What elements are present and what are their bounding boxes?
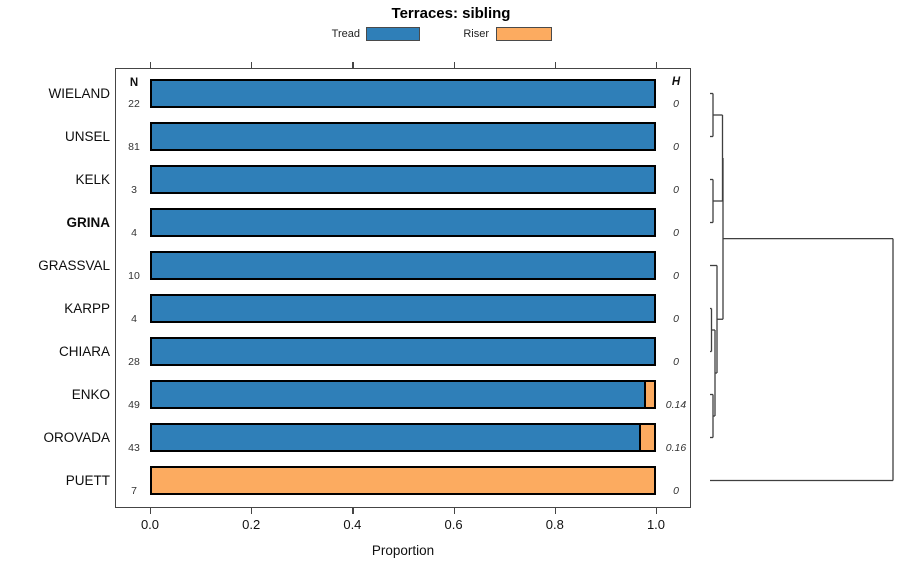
riser-segment	[643, 382, 654, 407]
bar-wieland	[150, 79, 656, 108]
x-tick-label: 1.0	[646, 517, 666, 532]
bar-grina	[150, 208, 656, 237]
n-value: 22	[128, 97, 140, 110]
h-value: 0	[673, 226, 679, 239]
tread-segment	[152, 167, 654, 192]
x-tick-bottom	[352, 508, 354, 514]
tread-segment	[152, 253, 654, 278]
h-column-header: H	[671, 76, 681, 88]
bar-orovada	[150, 423, 656, 452]
bar-karpp	[150, 294, 656, 323]
legend-label-riser: Riser	[463, 28, 489, 40]
n-value: 4	[131, 226, 137, 239]
row-label: ENKO	[71, 386, 110, 402]
h-value: 0	[673, 355, 679, 368]
x-tick-label: 0.0	[140, 517, 160, 532]
riser-segment	[638, 425, 654, 450]
legend-swatch-tread-icon	[366, 27, 420, 41]
h-value: 0	[673, 183, 679, 196]
plot-frame	[115, 68, 691, 508]
row-label: CHIARA	[58, 343, 110, 359]
bar-puett	[150, 466, 656, 495]
tread-segment	[152, 296, 654, 321]
x-tick-bottom	[656, 508, 658, 514]
x-tick-top	[554, 62, 556, 68]
riser-segment	[152, 468, 654, 493]
x-tick-top	[352, 62, 354, 68]
h-value: 0	[673, 97, 679, 110]
x-tick-top	[251, 62, 253, 68]
row-label: PUETT	[65, 472, 110, 488]
n-value: 4	[131, 312, 137, 325]
x-tick-label: 0.4	[343, 517, 362, 532]
legend-swatch-riser-icon	[496, 27, 552, 41]
x-tick-label: 0.6	[444, 517, 463, 532]
x-tick-top	[150, 62, 152, 68]
x-axis-title: Proportion	[371, 543, 435, 558]
n-value: 43	[128, 441, 140, 454]
tread-segment	[152, 425, 639, 450]
dendrogram	[710, 92, 894, 482]
bar-chiara	[150, 337, 656, 366]
legend-label-tread: Tread	[331, 28, 360, 40]
row-label: WIELAND	[48, 85, 110, 101]
x-tick-bottom	[554, 508, 556, 514]
h-value: 0	[673, 269, 679, 282]
x-tick-bottom	[150, 508, 152, 514]
row-label: GRINA	[66, 214, 111, 230]
tread-segment	[152, 210, 654, 235]
row-label: KARPP	[64, 300, 110, 316]
n-value: 7	[131, 484, 137, 497]
tread-segment	[152, 382, 644, 407]
x-tick-label: 0.2	[242, 517, 261, 532]
x-tick-bottom	[453, 508, 455, 514]
h-value: 0	[673, 484, 679, 497]
x-tick-top	[453, 62, 455, 68]
tread-segment	[152, 339, 654, 364]
row-label: GRASSVAL	[38, 257, 110, 273]
bar-unsel	[150, 122, 656, 151]
chart-title: Terraces: sibling	[391, 5, 511, 22]
n-column-header: N	[129, 77, 139, 89]
n-value: 81	[128, 140, 140, 153]
bar-enko	[150, 380, 656, 409]
bar-kelk	[150, 165, 656, 194]
row-label: OROVADA	[43, 429, 110, 445]
n-value: 10	[128, 269, 140, 282]
h-value: 0.14	[665, 398, 687, 411]
h-value: 0.16	[665, 441, 687, 454]
h-value: 0	[673, 140, 679, 153]
n-value: 49	[128, 398, 140, 411]
tread-segment	[152, 124, 654, 149]
x-tick-label: 0.8	[545, 517, 564, 532]
n-value: 3	[131, 183, 137, 196]
x-tick-top	[656, 62, 658, 68]
x-tick-bottom	[251, 508, 253, 514]
tread-segment	[152, 81, 654, 106]
n-value: 28	[128, 355, 140, 368]
row-label: KELK	[75, 171, 110, 187]
h-value: 0	[673, 312, 679, 325]
bar-grassval	[150, 251, 656, 280]
row-label: UNSEL	[64, 128, 110, 144]
